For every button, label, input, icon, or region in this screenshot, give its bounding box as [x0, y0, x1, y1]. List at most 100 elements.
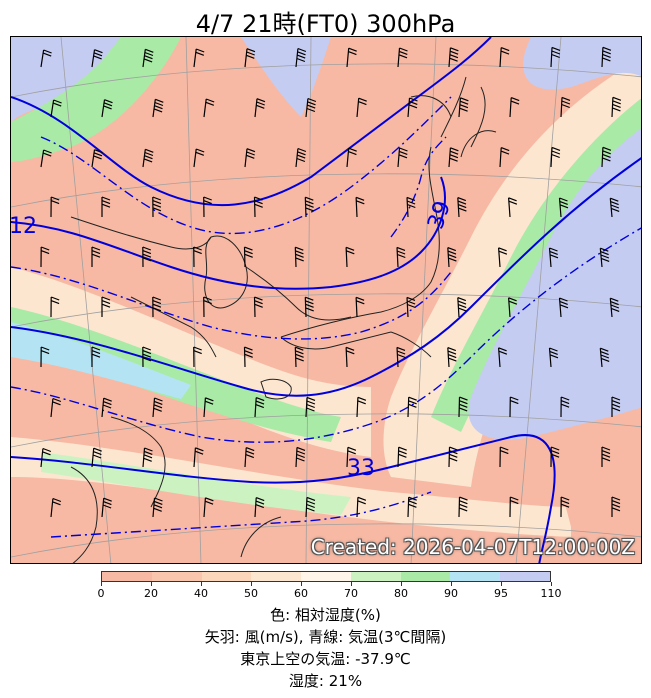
wind-barb: [142, 346, 152, 368]
wind-barb: [448, 47, 459, 68]
wind-barb: [304, 196, 314, 218]
wind-barb: [550, 46, 561, 68]
wind-barb: [193, 246, 202, 268]
wind-barb: [203, 98, 215, 118]
wind-barb: [203, 296, 212, 318]
wind-barb: [509, 396, 519, 418]
wind-barb: [550, 146, 561, 168]
colorbar-tick-label: 50: [244, 587, 258, 600]
colorbar-tick: [151, 582, 152, 586]
wind-barb: [509, 496, 519, 518]
colorbar-segment: [400, 572, 451, 581]
wind-barb: [295, 147, 307, 168]
wind-barb: [458, 496, 468, 518]
colorbar-tick: [551, 582, 552, 586]
wind-barb: [548, 247, 559, 268]
wind-barb: [508, 197, 518, 218]
wind-barb: [356, 496, 367, 518]
wind-barb: [356, 97, 367, 118]
wind-barb: [193, 346, 202, 368]
wind-barb: [203, 397, 214, 418]
wind-barb: [406, 296, 416, 318]
weather-map-canvas: 12 39 33: [11, 37, 641, 563]
colorbar-segment: [201, 572, 252, 581]
wind-barb: [355, 296, 365, 318]
wind-barb: [91, 149, 103, 168]
colorbar-ticks: 0 20 40 50 60 70 80 90 95 110: [97, 582, 562, 602]
humidity-region-northeast: [523, 37, 641, 90]
wind-barb: [498, 247, 508, 268]
humidity-band-south: [11, 437, 571, 537]
wind-barb: [91, 346, 101, 367]
humidity-region-north: [241, 37, 331, 117]
wind-barb: [101, 99, 113, 118]
wind-barb: [152, 296, 162, 318]
wind-barb: [457, 297, 467, 318]
colorbar-segment: [301, 572, 351, 581]
colorbar-tick: [301, 582, 302, 586]
contour-label-south: 33: [347, 456, 375, 481]
colorbar-tick-label: 20: [144, 587, 158, 600]
weather-map: 12 39 33 Created: 2026-04-07T12:00:00Z: [10, 36, 642, 564]
wind-barb: [243, 246, 253, 268]
humidity-region-southeast: [551, 407, 641, 563]
wind-barb: [609, 197, 620, 218]
wind-barb: [101, 196, 111, 217]
wind-barb: [50, 296, 60, 318]
wind-barb: [457, 197, 467, 218]
colorbar-tick-label: 110: [540, 587, 562, 600]
wind-barb: [346, 147, 357, 168]
wind-barb: [142, 148, 154, 168]
wind-barb: [294, 246, 304, 268]
legend-barb-description: 矢羽: 風(m/s), 青線: 気温(3℃間隔): [204, 628, 447, 646]
coastlines: [70, 76, 497, 563]
wind-barb: [550, 446, 560, 468]
graticule: [11, 37, 641, 563]
tokyo-humidity: 湿度: 21%: [288, 672, 363, 690]
wind-barb: [50, 196, 60, 218]
wind-barb: [203, 196, 212, 218]
colorbar-tick-label: 40: [194, 587, 208, 600]
wind-barb: [50, 397, 62, 418]
wind-barb: [397, 147, 408, 168]
wind-barb: [396, 346, 406, 368]
temperature-contours: [11, 37, 641, 563]
map-title: 4/7 21時(FT0) 300hPa: [195, 10, 456, 38]
colorbar-tick-label: 70: [344, 587, 358, 600]
wind-barb: [152, 196, 162, 218]
wind-barb: [611, 396, 621, 417]
colorbar-tick: [251, 582, 252, 586]
wind-barb: [243, 346, 253, 368]
wind-barb: [142, 447, 153, 468]
wind-barb: [203, 497, 214, 518]
colorbar-tick: [351, 582, 352, 586]
tokyo-temperature: 東京上空の気温: -37.9℃: [240, 650, 411, 668]
wind-barb: [508, 297, 518, 318]
wind-barb: [40, 49, 52, 68]
wind-barb: [611, 496, 621, 517]
wind-barb: [458, 396, 468, 418]
wind-barb: [40, 149, 52, 168]
wind-barb: [101, 497, 112, 518]
wind-barb: [601, 446, 611, 467]
wind-barb: [253, 196, 263, 218]
wind-barb: [611, 96, 622, 118]
wind-barb: [244, 447, 255, 468]
contour-label-west: 12: [11, 214, 37, 239]
wind-barb: [294, 346, 304, 368]
wind-barbs: [40, 46, 622, 518]
colorbar-segment: [450, 572, 501, 581]
wind-barb: [50, 99, 62, 118]
wind-barb: [101, 397, 112, 418]
colorbar-tick: [451, 582, 452, 586]
wind-barb: [498, 347, 508, 368]
wind-barb: [447, 347, 457, 368]
wind-barb: [407, 97, 418, 118]
colorbar-segment: [102, 572, 152, 581]
wind-barb: [40, 246, 50, 268]
wind-barb: [601, 46, 612, 68]
colorbar-tick-label: 0: [97, 587, 105, 600]
wind-barb: [40, 447, 52, 468]
colorbar-tick-label: 90: [444, 587, 458, 600]
wind-barb: [254, 98, 266, 118]
